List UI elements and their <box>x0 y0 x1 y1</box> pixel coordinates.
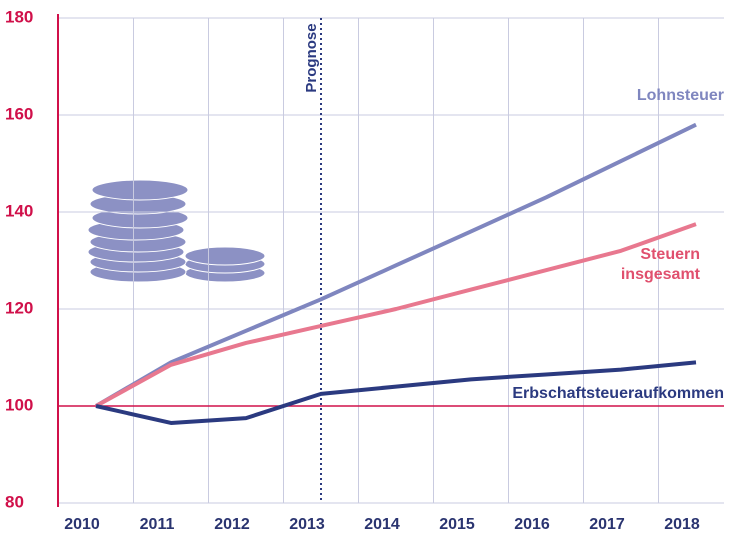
x-tick-label: 2014 <box>364 516 400 533</box>
y-tick-label: 160 <box>5 104 33 123</box>
x-tick-label: 2017 <box>589 516 625 533</box>
y-tick-label: 180 <box>5 7 33 26</box>
x-tick-label: 2018 <box>664 516 700 533</box>
coins-icon <box>88 180 265 282</box>
series-label: Lohnsteuer <box>560 86 724 106</box>
forecast-label: Prognose <box>303 23 320 92</box>
x-tick-label: 2013 <box>289 516 325 533</box>
x-tick-label: 2012 <box>214 516 250 533</box>
y-tick-label: 100 <box>5 395 33 414</box>
series-label: Steuern insgesamt <box>620 245 700 285</box>
x-tick-label: 2015 <box>439 516 475 533</box>
x-tick-label: 2010 <box>64 516 100 533</box>
x-tick-label: 2011 <box>140 516 175 533</box>
y-tick-label: 120 <box>5 298 33 317</box>
y-tick-label: 80 <box>5 492 24 511</box>
page: {"chart_data": {"type": "line", "x": [20… <box>0 0 734 538</box>
x-tick-label: 2016 <box>514 516 550 533</box>
series-label: Erbschaftsteueraufkommen <box>440 384 724 404</box>
series-line <box>96 224 696 406</box>
y-tick-label: 140 <box>5 201 33 220</box>
